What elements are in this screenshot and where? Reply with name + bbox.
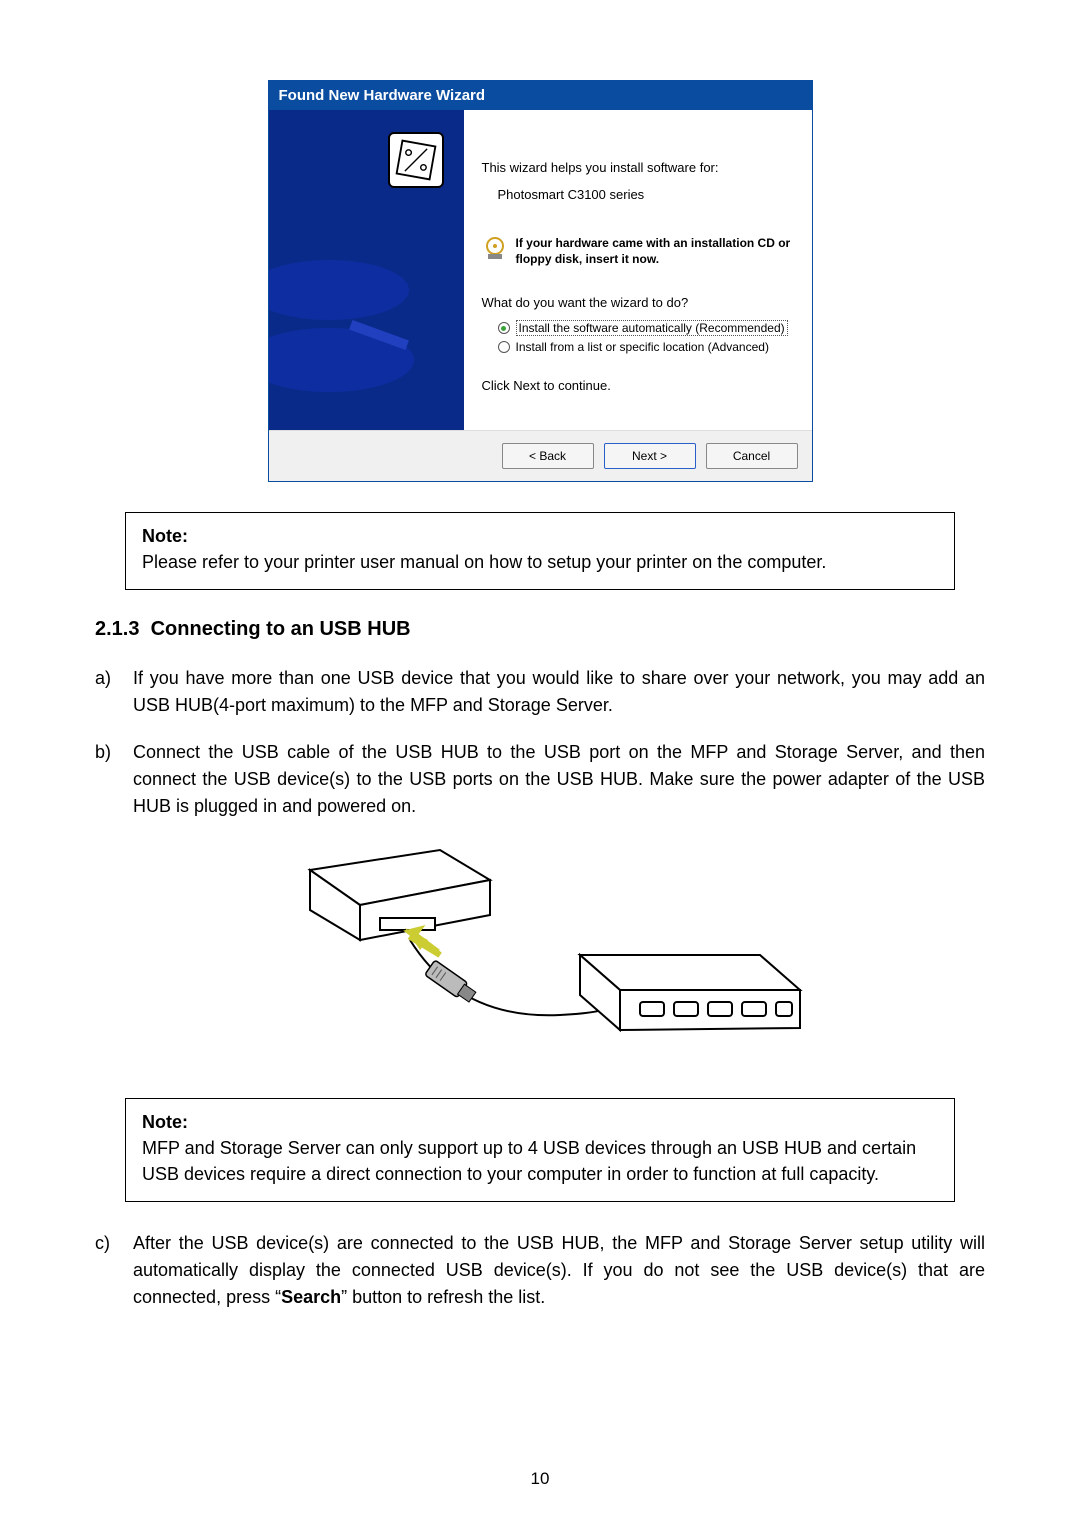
marker-a: a) [95,665,119,719]
back-button-label: < Back [529,449,566,463]
page-number: 10 [0,1469,1080,1489]
list-item-b: b) Connect the USB cable of the USB HUB … [95,739,985,820]
section-heading: 2.1.3 Connecting to an USB HUB [95,618,985,641]
wizard-content: This wizard helps you install software f… [464,110,812,430]
wizard-question: What do you want the wizard to do? [482,295,794,310]
note-box-2: Note: MFP and Storage Server can only su… [125,1098,955,1202]
instruction-list-continued: c) After the USB device(s) are connected… [95,1230,985,1311]
radio-option-advanced[interactable]: Install from a list or specific location… [498,340,794,354]
wizard-sidebar-graphic [269,110,464,430]
wizard-intro-text: This wizard helps you install software f… [482,160,794,175]
wizard-cd-text: If your hardware came with an installati… [516,236,794,267]
wizard-button-row: < Back Next > Cancel [269,430,812,481]
next-button-label: Next > [632,449,667,463]
note-label: Note: [142,526,188,546]
back-button[interactable]: < Back [502,443,594,469]
text-c-post: ” button to refresh the list. [341,1287,545,1307]
next-button[interactable]: Next > [604,443,696,469]
text-c: After the USB device(s) are connected to… [133,1230,985,1311]
radio-label-advanced: Install from a list or specific location… [516,340,769,354]
text-a: If you have more than one USB device tha… [133,665,985,719]
cd-icon [482,236,508,262]
radio-option-auto[interactable]: Install the software automatically (Reco… [498,320,794,336]
device-icon [388,132,444,188]
note-box-1: Note: Please refer to your printer user … [125,512,955,590]
marker-c: c) [95,1230,119,1311]
wizard-titlebar: Found New Hardware Wizard [269,81,812,110]
marker-b: b) [95,739,119,820]
wizard-cd-hint: If your hardware came with an installati… [482,236,794,267]
instruction-list: a) If you have more than one USB device … [95,665,985,820]
note-text: Please refer to your printer user manual… [142,552,826,572]
note-label: Note: [142,1112,188,1132]
wizard-continue-text: Click Next to continue. [482,378,794,393]
wizard-device-name: Photosmart C3100 series [498,187,794,202]
list-item-a: a) If you have more than one USB device … [95,665,985,719]
cancel-button-label: Cancel [733,449,770,463]
text-c-bold: Search [281,1287,341,1307]
note-text: MFP and Storage Server can only support … [142,1138,916,1184]
radio-icon [498,341,510,353]
section-title: Connecting to an USB HUB [151,618,411,640]
radio-icon [498,322,510,334]
radio-label-auto: Install the software automatically (Reco… [516,320,788,336]
wizard-body: This wizard helps you install software f… [269,110,812,430]
list-item-c: c) After the USB device(s) are connected… [95,1230,985,1311]
usb-hub-diagram [260,840,820,1070]
text-b: Connect the USB cable of the USB HUB to … [133,739,985,820]
hardware-wizard-dialog: Found New Hardware Wizard This wizard he… [268,80,813,482]
cancel-button[interactable]: Cancel [706,443,798,469]
section-number: 2.1.3 [95,618,139,640]
text-c-pre: After the USB device(s) are connected to… [133,1233,985,1307]
